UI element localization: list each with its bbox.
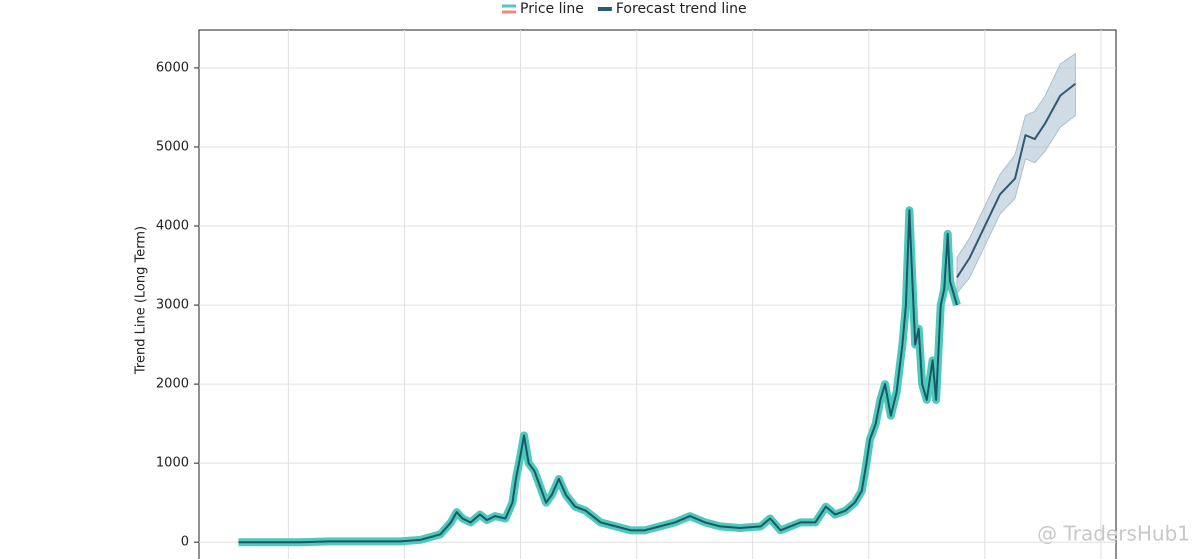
plot-frame — [198, 29, 1117, 559]
y-tick-label: 0 — [181, 535, 189, 550]
legend-label: Price line — [520, 1, 584, 17]
y-tick-label: 6000 — [156, 60, 189, 75]
y-tick-label: 3000 — [156, 298, 189, 313]
y-tick-label: 5000 — [156, 139, 189, 154]
y-tick-label: 2000 — [156, 377, 189, 392]
watermark: @ TradersHub1 — [1037, 522, 1190, 546]
forecast-line — [956, 82, 1076, 278]
y-axis-label: Trend Line (Long Term) — [134, 226, 149, 375]
price-line — [238, 209, 958, 544]
y-tick-label: 4000 — [156, 219, 189, 234]
legend-label: Forecast trend line — [616, 1, 747, 17]
y-tick-label: 1000 — [156, 456, 189, 471]
